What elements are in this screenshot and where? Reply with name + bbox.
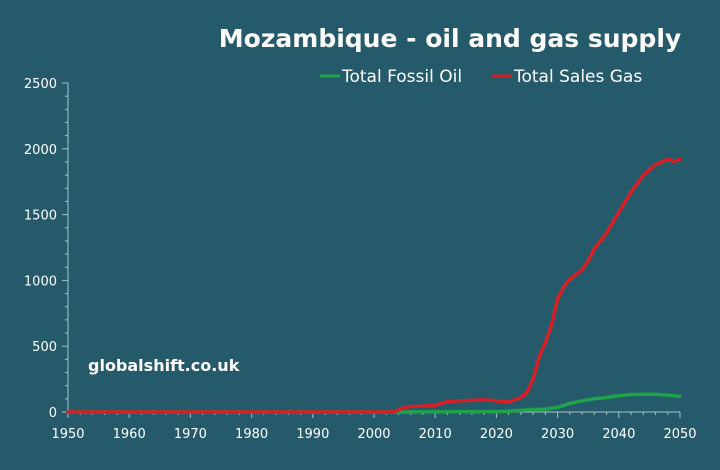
x-tick-label: 2030 (541, 427, 574, 442)
chart-title: Mozambique - oil and gas supply (219, 24, 681, 53)
x-tick-label: 1950 (51, 427, 84, 442)
x-tick-label: 2040 (602, 427, 635, 442)
x-tick-label: 1980 (235, 427, 268, 442)
series-line-total-fossil-oil (66, 392, 682, 414)
x-tick-label: 2050 (663, 427, 696, 442)
series-line-total-sales-gas (66, 157, 682, 414)
x-tick-label: 2000 (357, 427, 390, 442)
y-tick-label: 2000 (24, 143, 57, 158)
legend-label-total-fossil-oil: Total Fossil Oil (341, 67, 462, 87)
y-tick-label: 2500 (24, 77, 57, 92)
y-tick-label: 1500 (24, 209, 57, 224)
x-tick-label: 1970 (174, 427, 207, 442)
axes: 0 500 1000 1500 2000 2500 1950 1960 1970 1980 1990… (24, 77, 697, 442)
legend: Total Fossil Oil Total Sales Gas (320, 67, 642, 87)
x-tick-label: 1990 (296, 427, 329, 442)
x-tick-label: 2020 (480, 427, 513, 442)
y-tick-label: 0 (49, 406, 57, 421)
y-tick-label: 1000 (24, 274, 57, 289)
x-tick-label: 2010 (419, 427, 452, 442)
y-tick-label: 500 (32, 340, 57, 355)
series-layer (66, 157, 682, 414)
watermark: globalshift.co.uk (88, 356, 240, 375)
legend-label-total-sales-gas: Total Sales Gas (513, 67, 642, 87)
x-tick-label: 1960 (113, 427, 146, 442)
